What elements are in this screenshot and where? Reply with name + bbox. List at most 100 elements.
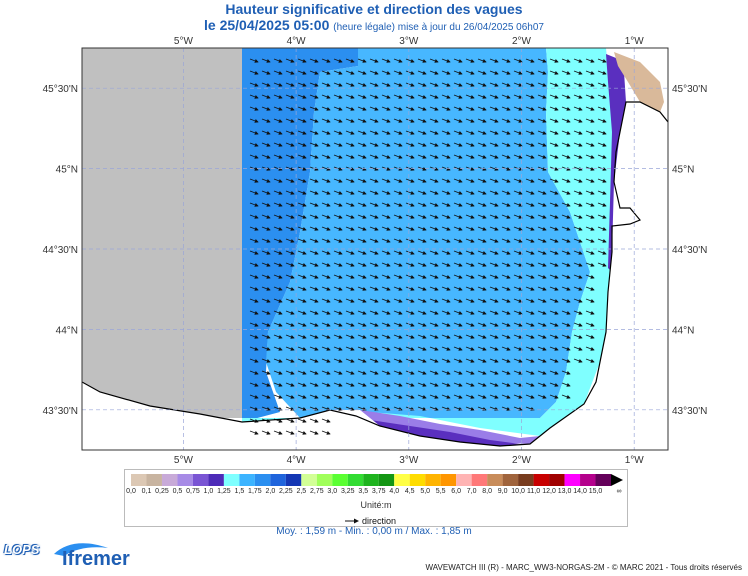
direction-arrow xyxy=(513,190,523,195)
legend-overflow-label: ∞ xyxy=(616,488,622,495)
direction-arrow xyxy=(513,322,523,327)
direction-arrow xyxy=(501,358,511,363)
direction-arrow xyxy=(285,238,295,243)
direction-arrow xyxy=(537,214,547,219)
legend-swatch xyxy=(394,474,410,486)
direction-arrow xyxy=(273,214,283,219)
direction-arrow xyxy=(513,346,523,351)
direction-arrow xyxy=(477,394,487,399)
direction-arrow xyxy=(417,94,427,99)
direction-arrow xyxy=(393,310,403,315)
legend-tick-label: 0,25 xyxy=(155,488,169,495)
direction-arrow xyxy=(453,346,463,351)
direction-arrow xyxy=(333,322,343,327)
direction-arrow xyxy=(585,94,595,99)
direction-arrow xyxy=(489,250,499,255)
direction-arrow xyxy=(309,190,319,195)
direction-arrow xyxy=(249,346,259,351)
direction-arrow xyxy=(333,346,343,351)
direction-arrow xyxy=(333,118,343,123)
direction-arrow xyxy=(417,214,427,219)
direction-arrow xyxy=(417,274,427,279)
direction-arrow xyxy=(321,370,331,375)
direction-arrow xyxy=(345,394,355,399)
direction-arrow xyxy=(513,82,523,87)
direction-arrow xyxy=(333,238,343,243)
direction-arrow xyxy=(525,274,535,279)
direction-arrow xyxy=(405,370,415,375)
direction-arrow xyxy=(525,262,535,267)
direction-arrow xyxy=(561,286,571,291)
direction-arrow xyxy=(357,214,367,219)
direction-arrow xyxy=(585,154,595,159)
direction-arrow xyxy=(537,226,547,231)
direction-arrow xyxy=(345,106,355,111)
legend: 0,0 0,1 0,25 0,5 0,75 1,0 1,25 1,5 1,75 2,0 2,25 2,… xyxy=(124,469,628,527)
direction-arrow xyxy=(417,286,427,291)
direction-arrow xyxy=(429,310,439,315)
direction-arrow xyxy=(369,118,379,123)
direction-arrow xyxy=(357,58,367,63)
direction-arrow xyxy=(321,214,331,219)
direction-arrow xyxy=(453,334,463,339)
direction-arrow xyxy=(285,250,295,255)
direction-arrow xyxy=(513,358,523,363)
direction-arrow xyxy=(309,94,319,99)
direction-arrow xyxy=(345,406,355,411)
legend-swatch xyxy=(580,474,596,486)
direction-arrow xyxy=(465,298,475,303)
direction-arrow xyxy=(381,370,391,375)
direction-arrow xyxy=(285,274,295,279)
direction-arrow xyxy=(273,202,283,207)
direction-arrow xyxy=(585,70,595,75)
direction-arrow xyxy=(261,298,271,303)
direction-arrow xyxy=(393,154,403,159)
direction-arrow xyxy=(249,250,259,255)
direction-arrow xyxy=(573,358,583,363)
direction-arrow xyxy=(597,154,607,159)
direction-arrow xyxy=(525,118,535,123)
direction-arrow xyxy=(417,178,427,183)
direction-arrow xyxy=(549,70,559,75)
direction-arrow xyxy=(309,214,319,219)
direction-arrow xyxy=(273,310,283,315)
direction-arrow xyxy=(441,70,451,75)
direction-arrow xyxy=(441,250,451,255)
direction-arrow xyxy=(453,202,463,207)
direction-arrow xyxy=(573,190,583,195)
legend-swatch xyxy=(161,474,178,486)
direction-arrow xyxy=(261,70,271,75)
direction-arrow xyxy=(441,334,451,339)
legend-swatch xyxy=(425,474,441,486)
direction-arrow xyxy=(417,118,427,123)
direction-arrow xyxy=(381,250,391,255)
direction-arrow xyxy=(453,274,463,279)
direction-arrow xyxy=(309,430,319,435)
direction-arrow xyxy=(369,298,379,303)
stats-line: Moy. : 1,59 m - Min. : 0,00 m / Max. : 1… xyxy=(276,526,472,537)
direction-arrow xyxy=(417,70,427,75)
direction-arrow xyxy=(249,58,259,63)
direction-arrow xyxy=(465,406,475,411)
direction-arrow xyxy=(369,382,379,387)
direction-arrow xyxy=(273,250,283,255)
direction-arrow xyxy=(489,226,499,231)
direction-arrow xyxy=(489,358,499,363)
direction-arrow xyxy=(429,322,439,327)
direction-arrow xyxy=(321,94,331,99)
direction-arrow xyxy=(261,190,271,195)
direction-arrow xyxy=(549,226,559,231)
direction-arrow xyxy=(489,322,499,327)
direction-arrow xyxy=(549,190,559,195)
direction-arrow xyxy=(405,262,415,267)
direction-arrow xyxy=(573,286,583,291)
direction-arrow xyxy=(525,142,535,147)
direction-arrow xyxy=(297,334,307,339)
legend-tick-label: 1,25 xyxy=(217,488,231,495)
direction-arrow xyxy=(465,286,475,291)
direction-arrow xyxy=(477,262,487,267)
coast-land-south xyxy=(82,102,668,450)
direction-arrow xyxy=(417,334,427,339)
direction-arrow xyxy=(345,358,355,363)
direction-arrow xyxy=(465,310,475,315)
